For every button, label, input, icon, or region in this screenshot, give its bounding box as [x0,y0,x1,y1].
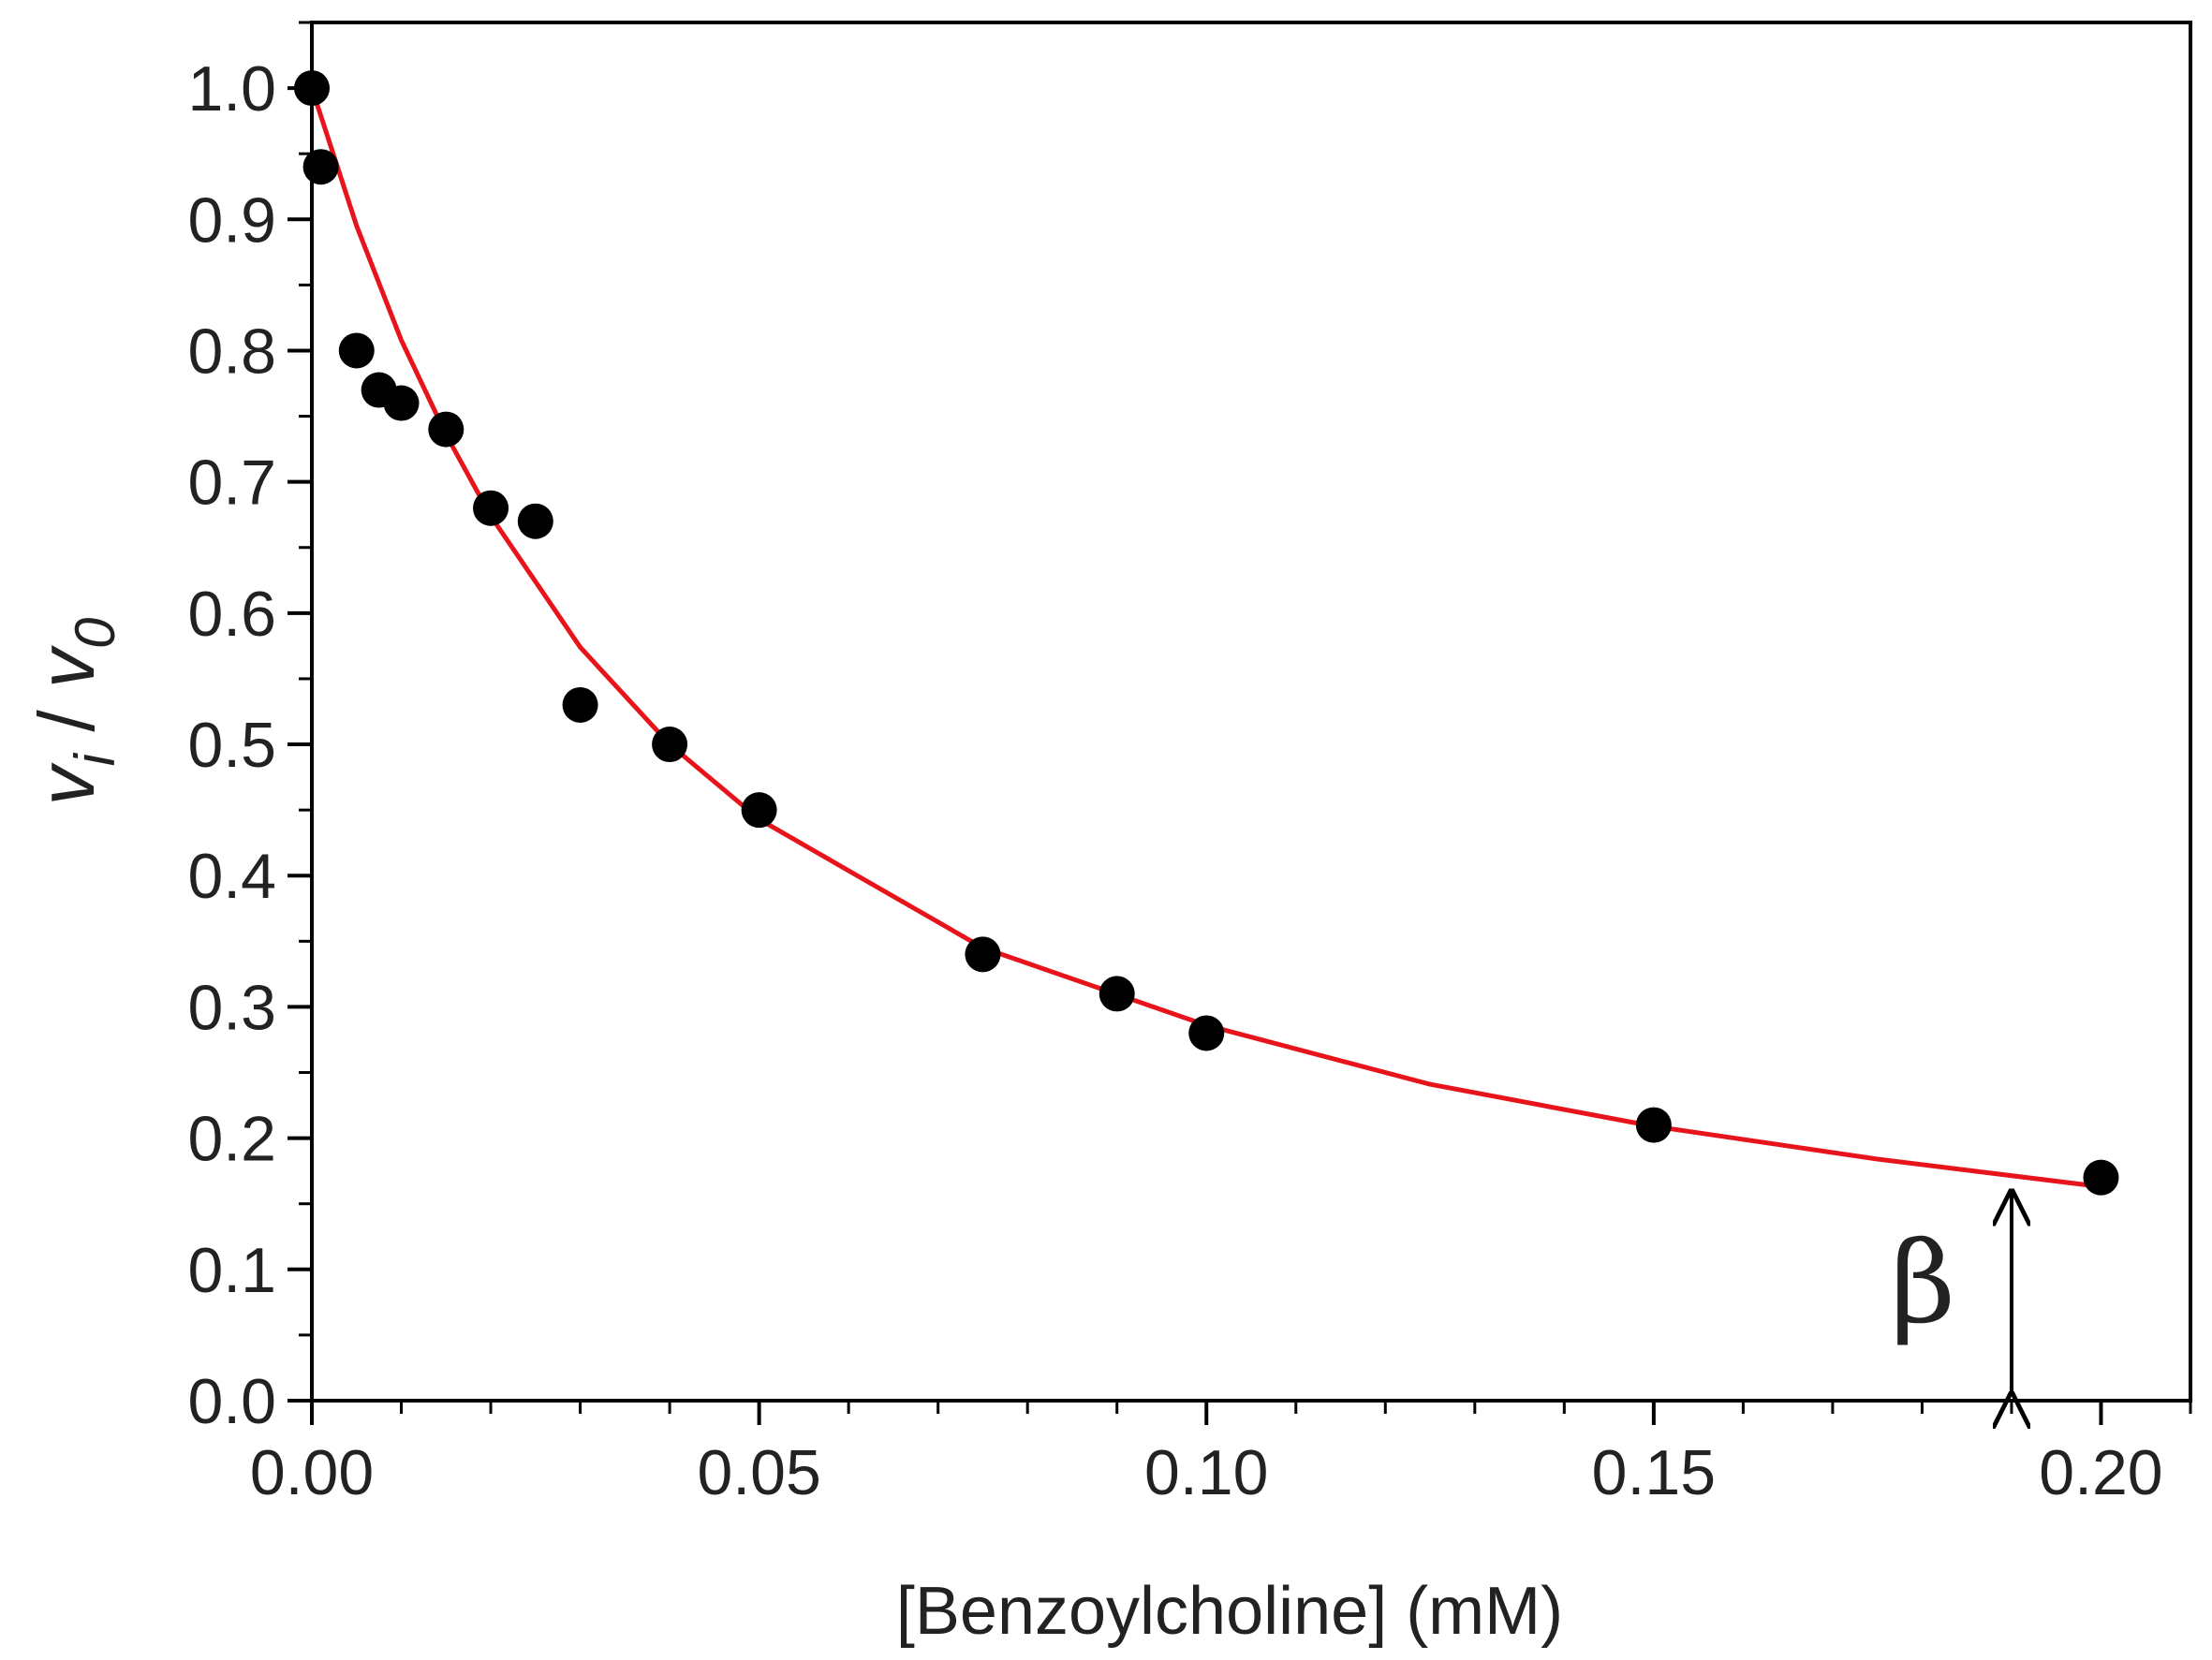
data-point [338,332,375,369]
y-tick-label: 0.2 [187,1104,276,1175]
y-tick-label: 0.6 [187,579,276,650]
y-tick-label: 1.0 [187,53,276,125]
y-tick-label: 0.1 [187,1235,276,1306]
y-tick-label: 0.3 [187,972,276,1043]
data-point [302,149,339,185]
x-axis-label: [Benzoylcholine] (mM) [896,1574,1563,1649]
y-axis-label: vi / v0 [22,618,126,806]
x-tick-label: 0.10 [1144,1437,1268,1508]
x-tick-label: 0.00 [250,1437,374,1508]
y-tick-label: 0.7 [187,448,276,519]
data-point [473,490,509,526]
data-point [652,727,688,763]
beta-label: β [1891,1219,1955,1349]
data-point [517,503,553,539]
data-point [1188,1015,1225,1051]
y-tick-label: 0.8 [187,316,276,387]
y-axis-label-sep: / [22,688,111,754]
data-point [1099,976,1135,1012]
data-point [383,385,420,421]
y-axis-label-sub-i: i [64,752,126,766]
data-point [1635,1107,1672,1143]
data-point [428,411,465,448]
data-point [294,70,330,107]
y-axis: 0.0 0.1 0.2 0.3 0.4 0.5 0.6 0.7 0.8 0.9 1.0 [187,21,312,1437]
data-point [741,792,777,829]
data-point [2083,1159,2119,1196]
y-tick-label: 0.0 [187,1366,276,1437]
x-tick-label: 0.05 [697,1437,820,1508]
y-tick-label: 0.4 [187,841,276,912]
y-tick-label: 0.5 [187,710,276,781]
fit-curve [309,87,2101,1189]
y-axis-label-v: v [22,761,111,805]
annotations: β [1891,1192,2012,1395]
x-axis: 0.00 0.05 0.10 0.15 0.20 [250,1401,2192,1508]
y-axis-label-v0: v [22,644,111,688]
data-point [562,686,598,723]
plot-frame [310,21,2192,1403]
plot-area [294,70,2119,1196]
x-tick-label: 0.15 [1592,1437,1716,1508]
x-tick-label: 0.20 [2039,1437,2162,1508]
y-axis-label-sub-0: 0 [64,618,126,649]
y-tick-label: 0.9 [187,184,276,256]
data-point [965,936,1001,973]
